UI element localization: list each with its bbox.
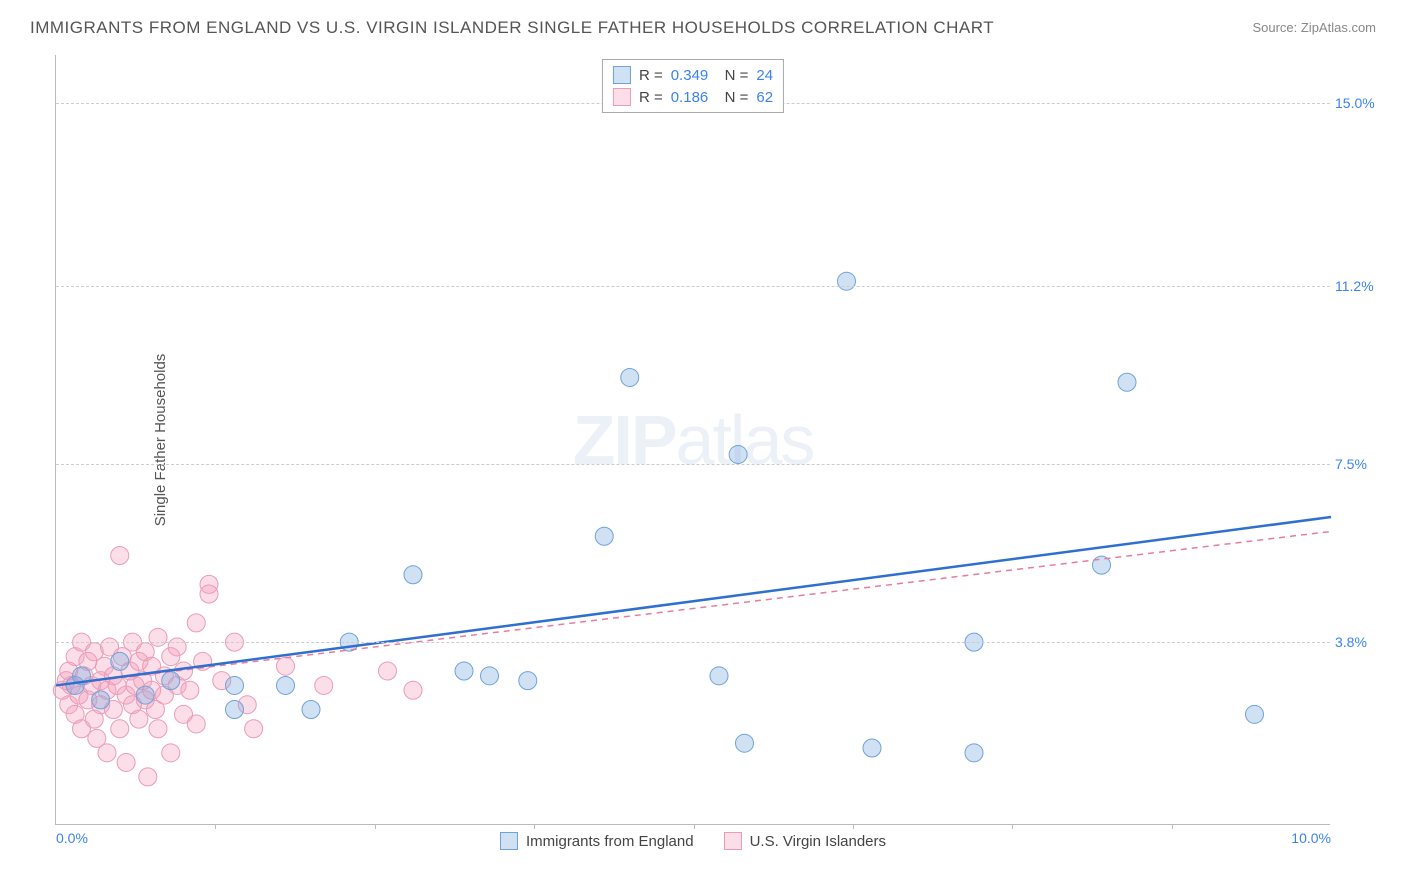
legend-n-value: 62 xyxy=(756,89,773,106)
data-point xyxy=(136,686,154,704)
gridline xyxy=(56,642,1330,643)
data-point xyxy=(149,720,167,738)
legend-swatch xyxy=(613,88,631,106)
x-minor-tick xyxy=(1012,824,1013,829)
data-point xyxy=(965,744,983,762)
plot-svg xyxy=(56,55,1330,824)
y-tick-label: 7.5% xyxy=(1335,456,1385,472)
legend-r-label: R = xyxy=(639,89,663,106)
data-point xyxy=(162,744,180,762)
x-minor-tick xyxy=(534,824,535,829)
data-point xyxy=(519,672,537,690)
legend-r-label: R = xyxy=(639,67,663,84)
data-point xyxy=(187,614,205,632)
data-point xyxy=(404,681,422,699)
legend-row: R = 0.186 N = 62 xyxy=(613,86,773,108)
data-point xyxy=(226,701,244,719)
trend-line xyxy=(56,531,1331,685)
data-point xyxy=(736,734,754,752)
data-point xyxy=(187,715,205,733)
legend-n-label: N = xyxy=(716,67,748,84)
data-point xyxy=(1118,373,1136,391)
bottom-legend-item: Immigrants from England xyxy=(500,832,694,850)
data-point xyxy=(168,638,186,656)
x-minor-tick xyxy=(215,824,216,829)
data-point xyxy=(111,652,129,670)
x-minor-tick xyxy=(853,824,854,829)
data-point xyxy=(404,566,422,584)
x-tick-label: 10.0% xyxy=(1291,830,1331,846)
bottom-legend-swatch xyxy=(500,832,518,850)
legend-n-value: 24 xyxy=(756,67,773,84)
data-point xyxy=(710,667,728,685)
data-point xyxy=(245,720,263,738)
bottom-legend-item: U.S. Virgin Islanders xyxy=(724,832,886,850)
data-point xyxy=(277,676,295,694)
data-point xyxy=(595,527,613,545)
data-point xyxy=(379,662,397,680)
data-point xyxy=(302,701,320,719)
data-point xyxy=(277,657,295,675)
data-point xyxy=(92,691,110,709)
gridline xyxy=(56,286,1330,287)
data-point xyxy=(111,547,129,565)
x-tick-label: 0.0% xyxy=(56,830,88,846)
data-point xyxy=(181,681,199,699)
x-tick-mark xyxy=(694,824,695,829)
legend-swatch xyxy=(613,66,631,84)
y-tick-label: 11.2% xyxy=(1335,278,1385,294)
bottom-legend: Immigrants from England U.S. Virgin Islan… xyxy=(500,832,886,850)
bottom-legend-label: Immigrants from England xyxy=(526,833,694,850)
data-point xyxy=(200,585,218,603)
y-tick-label: 15.0% xyxy=(1335,95,1385,111)
data-point xyxy=(838,272,856,290)
data-point xyxy=(1246,705,1264,723)
legend-row: R = 0.349 N = 24 xyxy=(613,64,773,86)
bottom-legend-swatch xyxy=(724,832,742,850)
gridline xyxy=(56,464,1330,465)
plot-area: Single Father Households ZIPatlas R = 0.… xyxy=(55,55,1330,825)
data-point xyxy=(729,445,747,463)
legend-box: R = 0.349 N = 24 R = 0.186 N = 62 xyxy=(602,59,784,113)
data-point xyxy=(130,710,148,728)
bottom-legend-label: U.S. Virgin Islanders xyxy=(750,833,886,850)
data-point xyxy=(481,667,499,685)
legend-n-label: N = xyxy=(716,89,748,106)
data-point xyxy=(455,662,473,680)
legend-r-value: 0.186 xyxy=(671,89,709,106)
data-point xyxy=(621,368,639,386)
source-credit: Source: ZipAtlas.com xyxy=(1252,20,1376,35)
data-point xyxy=(149,628,167,646)
data-point xyxy=(315,676,333,694)
data-point xyxy=(863,739,881,757)
data-point xyxy=(98,744,116,762)
data-point xyxy=(226,676,244,694)
x-minor-tick xyxy=(375,824,376,829)
data-point xyxy=(162,672,180,690)
x-minor-tick xyxy=(1172,824,1173,829)
data-point xyxy=(111,720,129,738)
data-point xyxy=(117,753,135,771)
trend-line xyxy=(56,517,1331,685)
data-point xyxy=(139,768,157,786)
chart-title: IMMIGRANTS FROM ENGLAND VS U.S. VIRGIN I… xyxy=(30,18,994,38)
legend-r-value: 0.349 xyxy=(671,67,709,84)
y-tick-label: 3.8% xyxy=(1335,634,1385,650)
